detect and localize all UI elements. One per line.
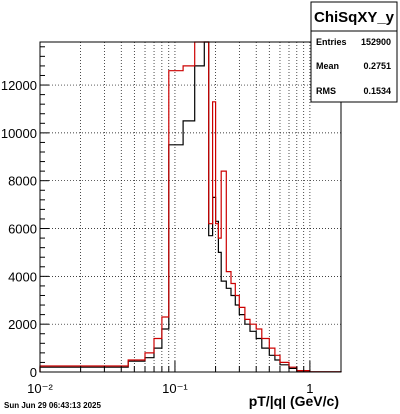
histogram-series-1 bbox=[39, 41, 342, 373]
y-tick-label: 2000 bbox=[8, 317, 37, 332]
x-axis-title: pT/|q| (GeV/c) bbox=[249, 393, 339, 409]
x-tick-label: 10⁻² bbox=[27, 381, 53, 396]
stats-rms-label: RMS bbox=[316, 86, 336, 96]
x-tick-label: 1 bbox=[306, 381, 313, 396]
histogram-series bbox=[39, 41, 342, 373]
y-tick-label: 4000 bbox=[8, 269, 37, 284]
y-tick-label: 0 bbox=[30, 365, 37, 380]
y-tick-label: 12000 bbox=[1, 78, 37, 93]
stats-entries-label: Entries bbox=[316, 37, 347, 47]
y-tick-label: 10000 bbox=[1, 126, 37, 141]
stats-title: ChiSqXY_y bbox=[314, 9, 395, 26]
stats-mean-label: Mean bbox=[316, 61, 339, 71]
stats-mean-value: 0.2751 bbox=[363, 61, 391, 71]
histogram-series-2 bbox=[39, 41, 342, 373]
y-tick-label: 8000 bbox=[8, 174, 37, 189]
x-tick-label: 10⁻¹ bbox=[162, 381, 188, 396]
stats-entries-value: 152900 bbox=[361, 37, 391, 47]
stats-box-frame bbox=[310, 1, 398, 103]
y-tick-label: 6000 bbox=[8, 222, 37, 237]
plot-frame bbox=[39, 41, 342, 373]
grid-lines bbox=[40, 42, 341, 372]
stats-rms-value: 0.1534 bbox=[363, 86, 391, 96]
stats-box: ChiSqXY_y Entries 152900 Mean 0.2751 RMS… bbox=[310, 1, 398, 103]
timestamp: Sun Jun 29 06:43:13 2025 bbox=[4, 401, 101, 410]
axes: 0 2000 4000 6000 8000 10000 12000 10⁻² 10⁻¹ 1 bbox=[1, 46, 314, 396]
